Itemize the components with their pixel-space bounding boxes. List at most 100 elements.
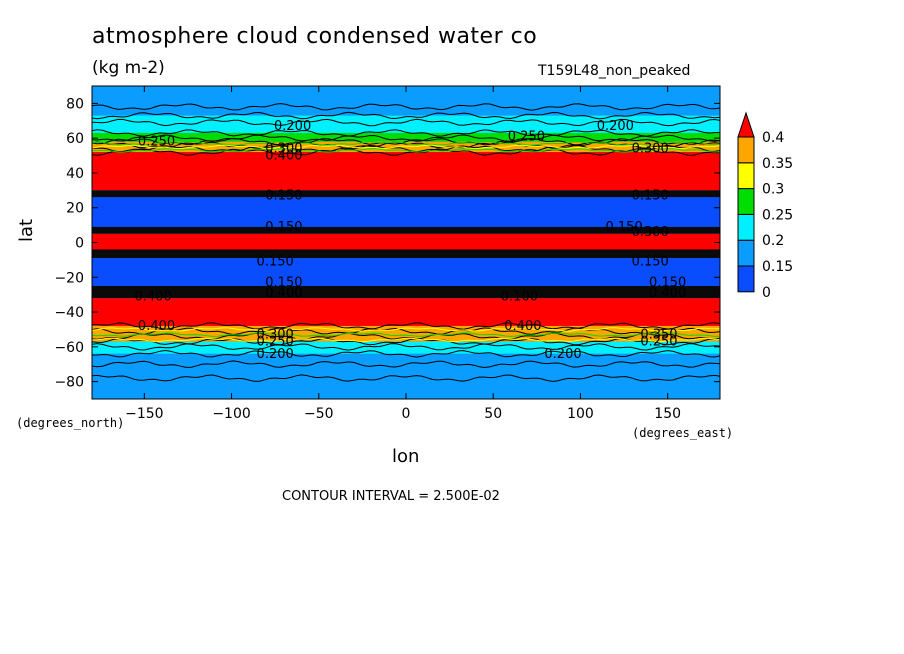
contour-line [92, 349, 720, 358]
transition-line [92, 332, 720, 337]
contour-label: 0.150 [649, 275, 686, 290]
contour-label: 0.400 [265, 149, 302, 164]
lat-band [92, 285, 720, 299]
chart-units: (kg m-2) [92, 58, 165, 78]
y-tick-label: 40 [66, 166, 84, 182]
colorbar-label: 0.4 [762, 130, 784, 146]
lat-band [92, 353, 720, 399]
lat-band [92, 132, 720, 142]
x-tick-label: −50 [304, 406, 334, 422]
contour-label: 0.200 [257, 347, 294, 362]
x-axis-units: (degrees_east) [632, 426, 734, 440]
y-tick-label: −20 [54, 270, 84, 286]
contour-label: 0.400 [265, 286, 302, 301]
contour-label: 0.150 [257, 255, 294, 270]
colorbar-segment [737, 136, 755, 164]
colorbar-segment [737, 188, 755, 215]
y-tick-label: 20 [66, 201, 84, 217]
contour-line [92, 343, 720, 351]
lat-band [92, 233, 720, 250]
transition-line [92, 144, 720, 150]
colorbar-segment [737, 213, 755, 241]
colorbar-label: 0.25 [762, 207, 793, 223]
colorbar-segment [737, 239, 755, 267]
y-tick-label: 60 [66, 131, 84, 147]
x-tick-label: 100 [567, 406, 594, 422]
contour-label: 0.300 [265, 142, 302, 157]
contour-label: 0.200 [544, 347, 581, 362]
transition-line [92, 327, 720, 332]
y-tick-label: 80 [66, 96, 84, 112]
colorbar-arrow [737, 111, 755, 138]
contour-label: 0.300 [632, 225, 669, 240]
lat-band [92, 197, 720, 227]
y-tick-label: 0 [75, 236, 84, 252]
y-axis-units: (degrees_north) [16, 416, 125, 430]
y-tick-label: −40 [54, 305, 84, 321]
x-tick-label: 0 [402, 406, 411, 422]
contour-label: 0.400 [504, 319, 541, 334]
contour-label: 0.150 [632, 189, 669, 204]
contour-label: 0.300 [632, 142, 669, 157]
contour-label: 0.150 [265, 189, 302, 204]
lat-band [92, 226, 720, 234]
x-axis-label: lon [392, 446, 420, 467]
contour-line [92, 322, 720, 330]
contour-line [92, 337, 720, 346]
contour-line [92, 374, 720, 382]
contour-label: 0.250 [508, 129, 545, 144]
x-tick-label: −100 [212, 406, 250, 422]
contour-label: 0.150 [632, 255, 669, 270]
contour-label: 0.400 [134, 289, 171, 304]
transition-line [92, 148, 720, 153]
colorbar-segment [737, 162, 755, 190]
colorbar-label: 0.2 [762, 233, 784, 249]
lat-band [92, 249, 720, 259]
contour-line [92, 360, 720, 369]
contour-line [92, 111, 720, 120]
contour-line [92, 129, 720, 137]
lat-band [92, 115, 720, 133]
contour-label: 0.300 [257, 328, 294, 343]
run-label: T159L48_non_peaked [538, 63, 691, 79]
y-tick-label: −60 [54, 340, 84, 356]
contour-label: 0.250 [640, 335, 677, 350]
transition-line [92, 141, 720, 146]
colorbar-label: 0.35 [762, 156, 793, 172]
lat-band [92, 258, 720, 286]
contour-label: 0.100 [501, 289, 538, 304]
contour-label: 0.150 [605, 220, 642, 235]
colorbar-label: 0 [762, 285, 771, 301]
y-tick-label: −80 [54, 375, 84, 391]
contour-label: 0.400 [138, 319, 175, 334]
contour-label: 0.250 [257, 335, 294, 350]
contour-interval-note: CONTOUR INTERVAL = 2.500E-02 [282, 489, 500, 504]
lat-band [92, 298, 720, 326]
x-tick-label: 150 [654, 406, 681, 422]
contour-label: 0.350 [640, 328, 677, 343]
lat-band [92, 341, 720, 354]
contour-label: 0.150 [265, 220, 302, 235]
colorbar-label: 0.15 [762, 259, 793, 275]
colorbar-label: 0.3 [762, 182, 784, 198]
contour-line [92, 332, 720, 341]
chart-title: atmosphere cloud condensed water co [92, 24, 538, 49]
lat-band [92, 190, 720, 198]
colorbar-segment [737, 265, 755, 293]
contour-label: 0.200 [274, 119, 311, 134]
contour-label: 0.400 [649, 286, 686, 301]
contour-label: 0.250 [138, 135, 175, 150]
lat-band [92, 152, 720, 191]
contour-line [92, 327, 720, 336]
x-tick-label: 50 [484, 406, 502, 422]
x-tick-label: −150 [125, 406, 163, 422]
lat-band [92, 141, 720, 153]
contour-line [92, 137, 720, 146]
transition-line [92, 337, 720, 343]
contour-label: 0.200 [597, 119, 634, 134]
contour-line [92, 103, 720, 111]
contour-line [92, 118, 720, 127]
contour-label: 0.150 [265, 275, 302, 290]
